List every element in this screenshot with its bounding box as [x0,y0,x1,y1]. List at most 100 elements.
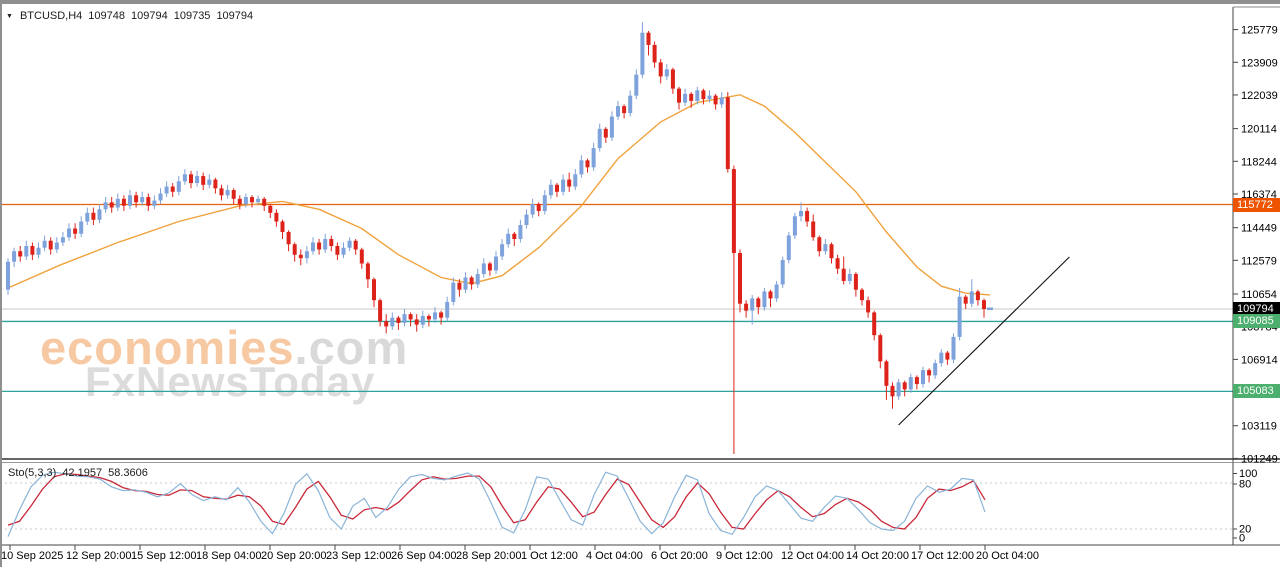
candle-down [866,300,871,313]
ohlc-open: 109748 [88,10,125,22]
candle-up [182,174,187,182]
candle-down [18,251,23,257]
watermark-subtitle: FxNewsToday [85,358,376,405]
candle-down [274,212,279,222]
symbol-dropdown-icon[interactable]: ▼ [6,12,13,20]
price-tick-label: 122039 [1241,90,1278,102]
window-left-border [0,0,2,567]
candle-down [677,88,681,103]
moving-average-line[interactable] [7,94,991,296]
ohlc-low: 109735 [173,10,211,22]
candle-down [811,221,816,238]
candle-down [982,300,986,310]
candle-up [103,202,108,210]
price-tick-label: 114449 [1241,223,1277,235]
candle-down [945,352,950,360]
stochastic-scale-label: 20 [1239,524,1251,536]
candle-up [243,197,248,205]
window-top-border [0,0,1280,4]
candle-down [365,263,370,280]
stochastic-scale-label: 80 [1239,479,1251,491]
candle-down [146,197,151,206]
candle-up [573,174,578,187]
time-tick-label: 26 Sep 04:00 [391,550,456,562]
candle-up [683,93,688,103]
time-tick-label: 23 Sep 12:00 [326,550,391,562]
candle-up [579,160,584,175]
price-tick-label: 125779 [1241,25,1278,37]
candle-down [91,212,96,220]
candle-down [567,179,572,187]
candle-down [652,44,657,63]
candle-down [658,62,663,77]
candle-down [280,221,285,233]
price-tick-label: 123909 [1241,57,1278,69]
candle-up [85,212,90,222]
candle-down [902,382,907,390]
candle-up [115,198,120,208]
stochastic-name: Sto(5,3,3) [8,467,57,479]
candle-up [957,296,962,337]
candle-down [121,198,126,206]
candle-up [390,317,395,327]
candle-down [372,279,376,301]
candle-down [872,312,877,336]
candle-up [750,298,755,311]
candle-up [939,352,944,364]
candle-down [237,198,242,205]
candle-up [542,195,547,212]
watermark-brand-orange: economies [40,321,295,374]
time-tick-label: 14 Oct 20:00 [846,550,909,562]
price-chip-109794: 109794 [1233,302,1280,316]
candle-up [762,291,767,308]
candle-up [433,312,437,320]
stochastic-scale-label: 100 [1239,468,1257,480]
time-axis-labels: 10 Sep 2025 12 Sep 20:00 15 Sep 12:00 18 Se… [1,545,1039,562]
stochastic-k-line [7,471,986,537]
candle-down [262,198,267,206]
candle-up [530,204,535,215]
candle-up [152,200,157,206]
candle-up [60,237,65,243]
candle-up [481,263,486,274]
candle-up [420,315,425,325]
candle-down [378,300,383,322]
time-tick-label: 10 Sep 2025 [1,550,63,562]
candle-up [616,106,620,117]
candle-down [622,106,627,114]
candle-up [445,301,450,318]
candle-up [494,256,498,271]
candle-up [158,193,163,201]
candle-down [286,232,291,245]
stochastic-k-value: 42.1957 [62,467,103,479]
symbol-name: BTCUSD,H4 [19,10,83,22]
candle-up [42,240,47,248]
candle-down [335,245,340,255]
candle-down [426,315,431,320]
candle-down [73,228,78,234]
candle-up [591,148,596,168]
candles-group [6,22,986,455]
candle-down [768,291,773,299]
stochastic-label: Sto(5,3,3) 42.1957 58.3606 [8,467,148,479]
candle-up [792,216,797,236]
price-chip-115772: 115772 [1233,198,1280,212]
candle-down [439,312,444,318]
trendline[interactable] [898,256,1070,426]
candle-down [231,190,236,199]
time-tick-label: 4 Oct 04:00 [586,550,643,562]
candle-up [140,197,145,203]
candle-up [79,221,84,234]
candle-down [329,239,334,246]
candle-down [109,202,114,208]
candle-down [713,95,718,105]
candle-down [963,296,968,304]
candle-up [311,242,315,252]
candle-up [128,195,132,206]
candle-up [24,245,29,257]
watermark-brand-gray: .com [294,321,409,374]
candle-down [756,298,761,308]
candle-up [561,179,566,192]
